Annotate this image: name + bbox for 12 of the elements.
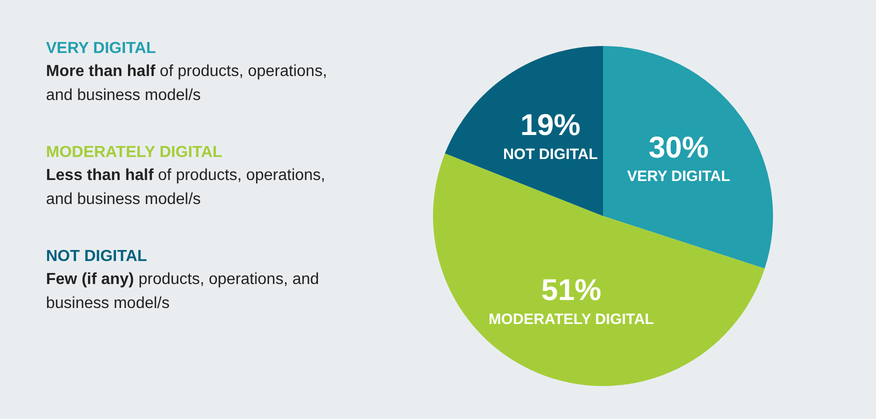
slice-label: VERY DIGITAL [627, 168, 730, 186]
text: Less than half [46, 167, 154, 184]
slice-label: NOT DIGITAL [503, 146, 598, 163]
category-label: VERY DIGITAL [46, 40, 156, 57]
text: More than half [46, 63, 156, 80]
data-label: 30% [648, 131, 709, 164]
category-label: NOT DIGITAL [46, 248, 148, 265]
category-label: MODERATELY DIGITAL [46, 144, 222, 161]
data-label: 51% [541, 274, 602, 308]
data-label: 19% [520, 108, 580, 142]
slice-label: MODERATELY DIGITAL [488, 311, 654, 328]
text: Few (if any) [46, 271, 134, 288]
